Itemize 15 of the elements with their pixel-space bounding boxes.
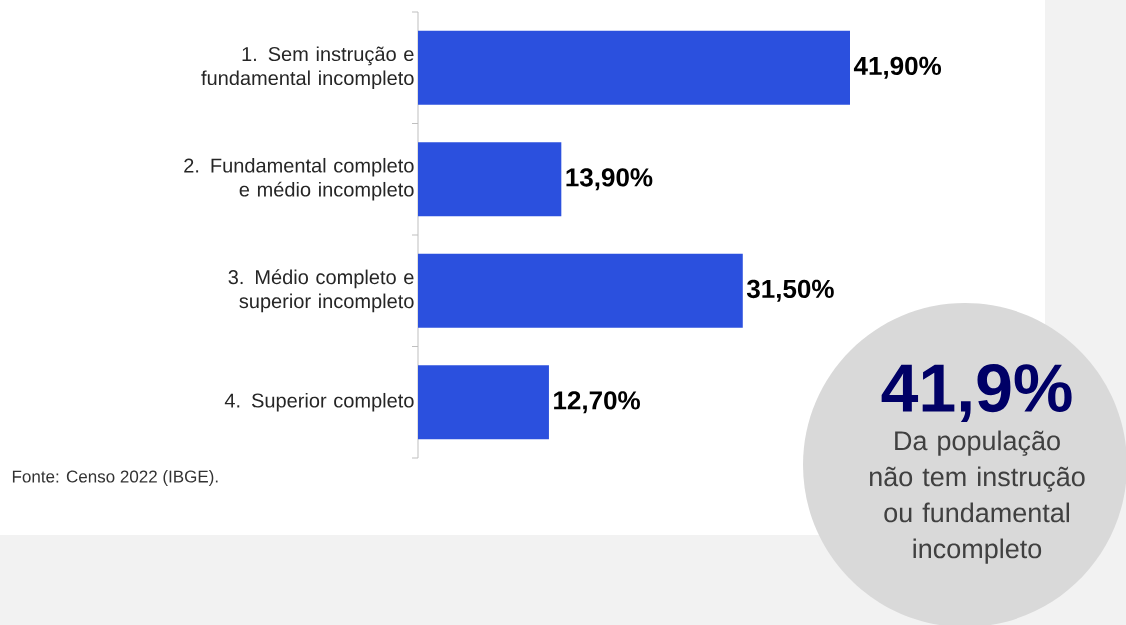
bar bbox=[418, 142, 562, 217]
data-label: 31,50% bbox=[746, 279, 834, 302]
data-label: 12,70% bbox=[554, 391, 640, 414]
y-tick-label: 2. Fundamental completo e médio incompleto bbox=[184, 157, 414, 201]
bar bbox=[418, 30, 850, 105]
bar bbox=[418, 365, 549, 440]
y-tick-label: 1. Sem instrução e fundamental incompleto bbox=[201, 46, 414, 90]
data-label: 13,90% bbox=[566, 168, 653, 191]
data-label: 41,90% bbox=[853, 56, 942, 79]
text: 41,9% bbox=[881, 364, 1072, 423]
y-tick-label: 4. Superior completo bbox=[224, 392, 414, 412]
bar bbox=[418, 253, 743, 328]
y-tick-label: 3. Médio completo e superior incompleto bbox=[228, 269, 414, 313]
text: Da população não tem instrução ou fundamental incompleto bbox=[869, 430, 1085, 564]
source-note: Fonte: Censo 2022 (IBGE). bbox=[12, 470, 218, 486]
